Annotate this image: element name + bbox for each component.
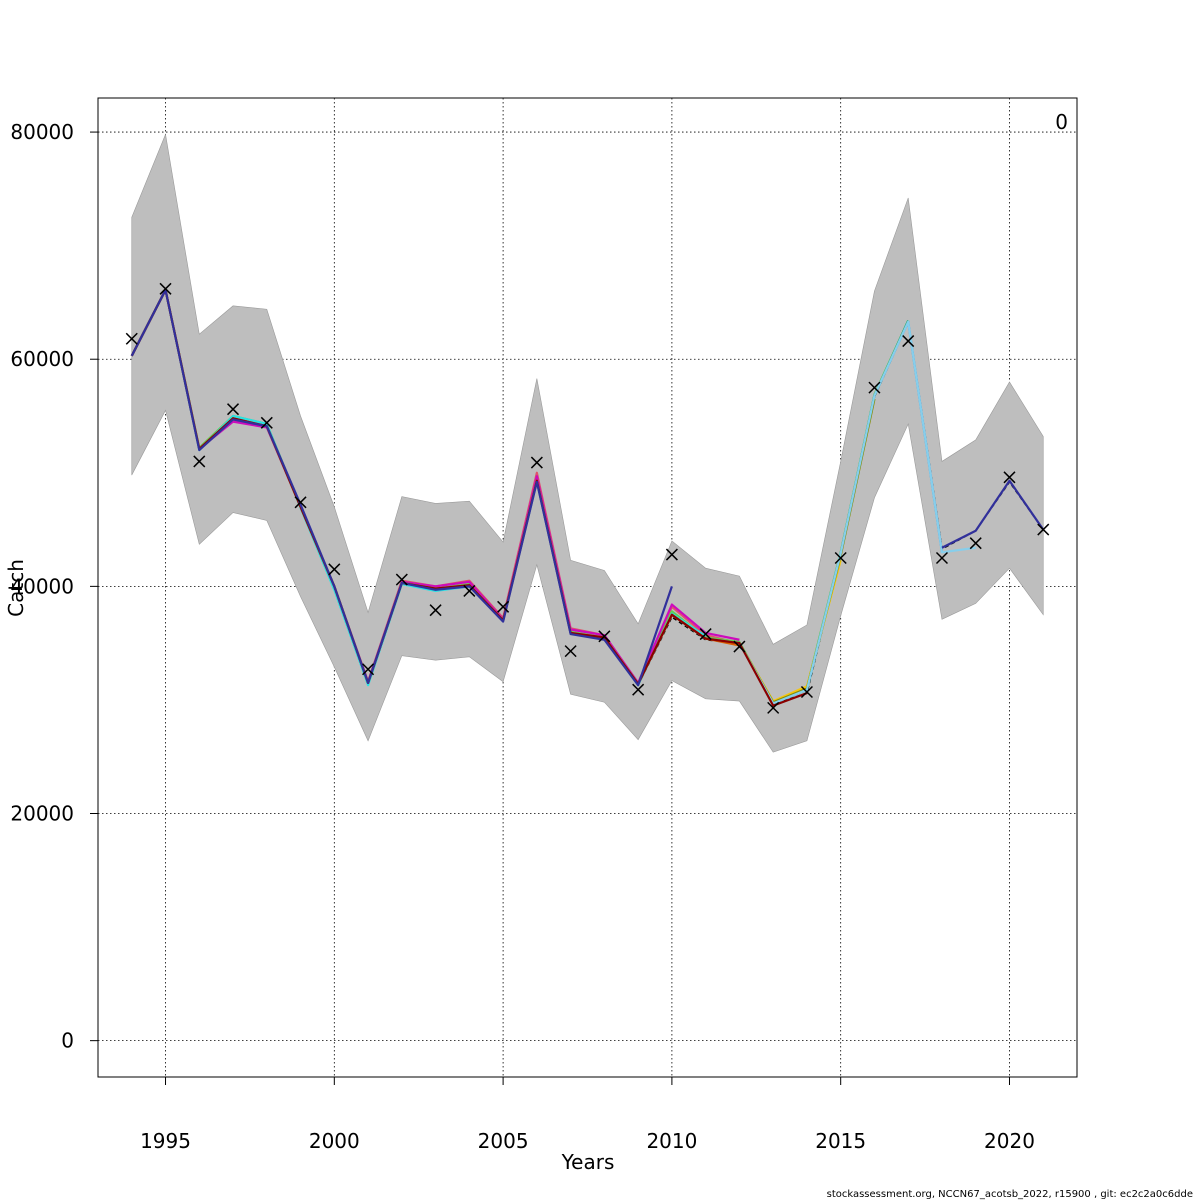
observation-markers-group (125, 282, 1050, 714)
confidence-band-group (131, 133, 1044, 753)
observation-marker (193, 455, 206, 468)
x-tick-label: 2000 (309, 1129, 360, 1153)
series-lines-group (130, 288, 1045, 707)
observation-marker (497, 600, 510, 613)
axes-group: 1995 2000 2005 2010 2015 2020 0 20000 40000 60000… (10, 120, 1035, 1153)
y-tick-label: 0 (61, 1029, 74, 1053)
observation-marker (463, 584, 476, 597)
observation-marker (1037, 523, 1050, 536)
series-line (130, 288, 673, 687)
observation-marker (598, 630, 611, 643)
observation-marker (665, 548, 678, 561)
observation-marker (632, 683, 645, 696)
observation-marker (969, 537, 982, 550)
y-tick-label: 80000 (10, 120, 74, 144)
y-tick-label: 40000 (10, 574, 74, 598)
observation-marker (362, 663, 375, 676)
series-line (941, 479, 1045, 549)
observation-marker (767, 701, 780, 714)
y-axis-title: Catch (4, 559, 28, 617)
observation-marker (125, 332, 138, 345)
observation-marker (800, 685, 813, 699)
observation-marker (260, 416, 273, 429)
x-tick-label: 2015 (815, 1129, 866, 1153)
observation-marker (868, 381, 881, 394)
plot-frame (97, 97, 1078, 1078)
x-tick-label: 2020 (984, 1129, 1035, 1153)
panel-label: 0 (1055, 110, 1068, 134)
observation-marker (395, 573, 408, 586)
observation-marker (530, 456, 543, 469)
observation-marker (294, 496, 307, 509)
y-tick-label: 60000 (10, 347, 74, 371)
observation-marker (935, 551, 948, 565)
observation-marker (699, 628, 712, 641)
observation-marker (564, 645, 577, 658)
x-axis-title: Years (561, 1150, 615, 1174)
y-tick-label: 20000 (10, 802, 74, 826)
observation-marker (227, 403, 240, 416)
x-tick-label: 1995 (140, 1129, 191, 1153)
observation-marker (159, 282, 172, 295)
x-tick-label: 2010 (646, 1129, 697, 1153)
x-tick-label: 2005 (478, 1129, 529, 1153)
observation-marker (1003, 471, 1016, 484)
confidence-band (131, 133, 1044, 753)
footer-text: stockassessment.org, NCCN67_acotsb_2022,… (827, 1189, 1193, 1200)
observation-marker (328, 563, 341, 576)
observation-marker (429, 604, 442, 617)
observation-marker (834, 551, 847, 565)
observation-marker (902, 335, 915, 348)
observation-marker (733, 640, 746, 653)
